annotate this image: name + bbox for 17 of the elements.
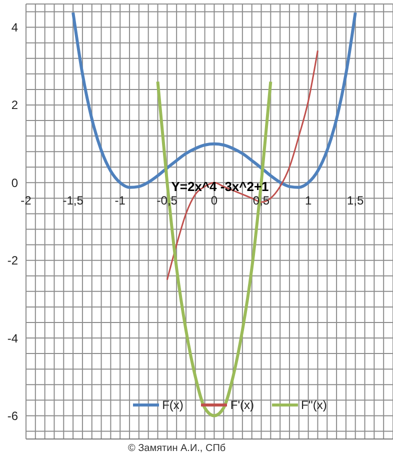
- x-tick-label: -1,5: [62, 193, 84, 208]
- y-tick-label: 2: [11, 98, 18, 112]
- y-tick-label: -6: [7, 408, 18, 423]
- legend-label: F(x): [162, 398, 184, 412]
- y-tick-label: -4: [7, 331, 18, 346]
- x-tick-label: 1: [304, 193, 312, 208]
- y-tick-label: 0: [11, 176, 18, 190]
- legend-label: F'(x): [230, 398, 254, 412]
- x-tick-label: 1,5: [347, 193, 364, 208]
- line-series: [156, 80, 272, 418]
- x-tick-label: -1: [114, 193, 126, 208]
- x-tick-label: 0: [210, 193, 218, 208]
- x-tick-label: -2: [20, 193, 32, 208]
- text: © Замятин А.И., СПб: [124, 443, 230, 454]
- y-tick-label: 4: [11, 20, 18, 35]
- y-tick-label: -2: [7, 254, 18, 268]
- legend-label: F''(x): [301, 398, 327, 412]
